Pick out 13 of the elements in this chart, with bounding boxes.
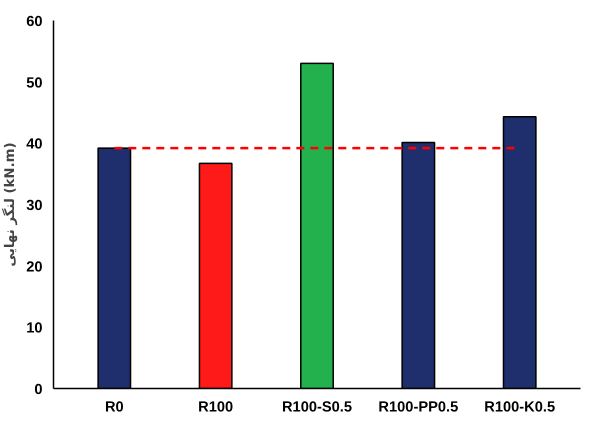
y-tick-label: 60: [26, 14, 43, 30]
y-tick-label: 20: [26, 259, 43, 276]
y-tick-label: 30: [26, 198, 43, 214]
y-tick-label: 50: [26, 75, 43, 92]
x-tick-label: R100: [198, 400, 234, 416]
y-tick-label: 40: [26, 136, 43, 153]
x-tick-label: R0: [104, 400, 124, 416]
x-tick-label: R100-K0.5: [484, 400, 556, 416]
y-axis-title: لنگر نهایی (kN.m): [1, 142, 18, 267]
x-tick-label: R100-PP0.5: [378, 400, 458, 416]
x-tick-label: R100-S0.5: [282, 400, 352, 416]
y-tick-label: 0: [34, 382, 43, 398]
y-tick-label: 10: [26, 320, 43, 337]
